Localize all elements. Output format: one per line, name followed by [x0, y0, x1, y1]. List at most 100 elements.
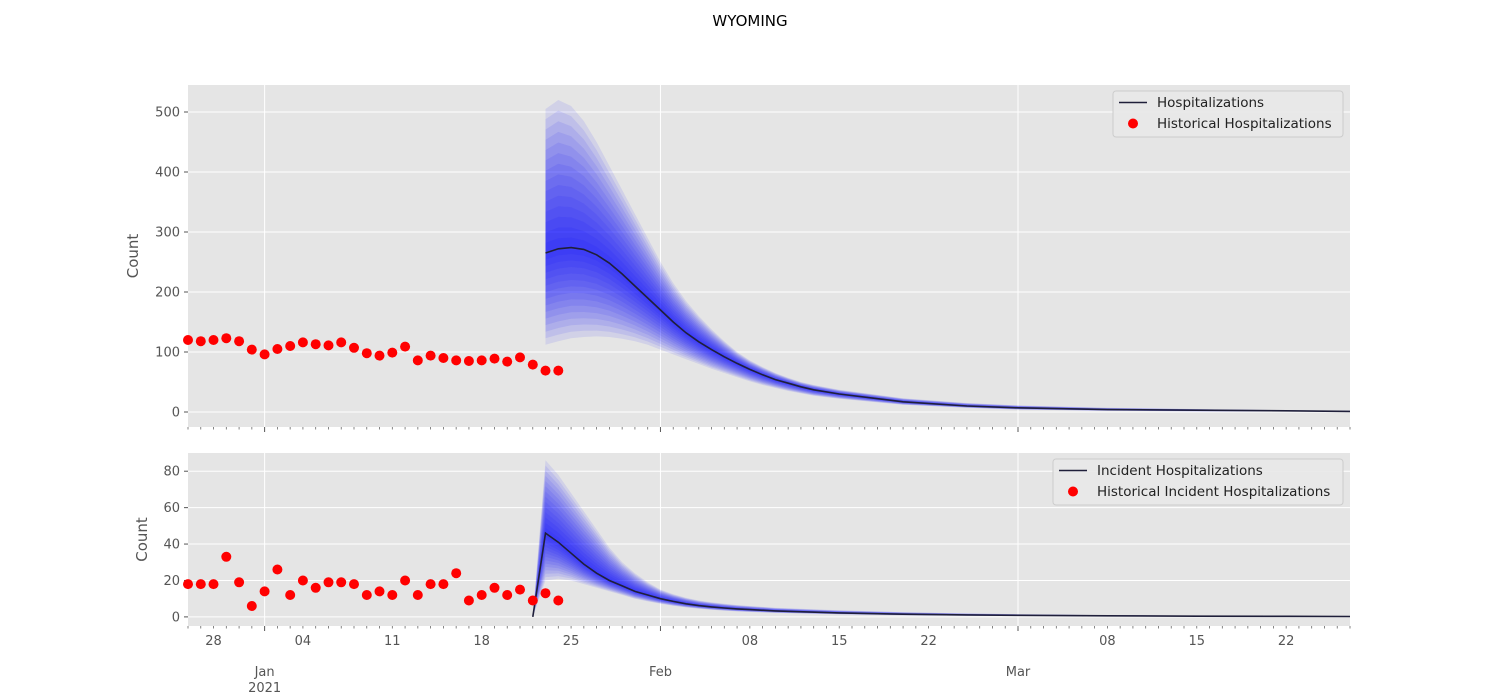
y-tick-label: 0 [172, 610, 180, 625]
historical-point [515, 584, 525, 595]
historical-point [336, 337, 347, 348]
historical-point [515, 352, 525, 363]
historical-point [272, 344, 283, 354]
legend-point-swatch [1068, 486, 1078, 497]
x-major-tick-label: Mar [1006, 665, 1031, 680]
x-tick-label: 11 [384, 634, 401, 649]
historical-point [246, 344, 257, 355]
historical-point [374, 586, 385, 597]
historical-point [310, 582, 321, 593]
y-tick-label: 20 [163, 574, 180, 589]
figure-title: WYOMING [712, 12, 787, 30]
x-tick-label: 15 [1188, 634, 1205, 649]
legend-point-swatch [1128, 118, 1138, 129]
historical-point [400, 575, 411, 586]
historical-point [234, 577, 245, 588]
y-tick-label: 80 [163, 465, 180, 480]
historical-point [361, 348, 372, 359]
x-major-tick-line: 2021 [248, 681, 281, 696]
historical-point [476, 355, 487, 366]
historical-point [463, 356, 474, 366]
legend-box [1052, 458, 1344, 506]
y-tick-label: 300 [155, 226, 180, 241]
historical-point [425, 350, 436, 361]
incident-hospitalizations-panel: 0 20 40 60 80 28 04 11 18 25 08 15 22 08 15 22 Jan 2021 Fe… [133, 453, 1351, 696]
median-line [545, 246, 1351, 413]
y-axis-label: Count [124, 234, 142, 279]
legend-label: Incident Hospitalizations [1097, 463, 1263, 479]
historical-point [540, 588, 551, 599]
legend-label: Historical Incident Hospitalizations [1097, 484, 1330, 500]
historical-point [246, 601, 257, 611]
historical-point [451, 568, 462, 579]
historical-point [349, 579, 359, 590]
historical-point [463, 595, 474, 606]
historical-point [400, 341, 411, 352]
historical-point [183, 579, 193, 590]
historical-point [374, 350, 385, 361]
historical-point [502, 356, 513, 367]
historical-point [183, 335, 193, 345]
historical-point [412, 590, 423, 600]
historical-point [489, 582, 500, 593]
historical-point [297, 337, 308, 348]
x-tick-label: 28 [205, 634, 222, 649]
historical-point [489, 353, 500, 364]
historical-point [285, 590, 296, 600]
x-tick-label: 22 [920, 634, 937, 649]
historical-point [221, 333, 232, 344]
historical-point [221, 551, 232, 562]
historical-point [297, 575, 308, 586]
historical-point [323, 577, 334, 588]
median-line [532, 531, 1351, 618]
historical-point [540, 365, 551, 376]
historical-point [527, 359, 538, 370]
historical-point [361, 590, 372, 600]
x-tick-label: 18 [473, 634, 490, 649]
historical-point [349, 342, 359, 353]
historical-point [553, 595, 564, 606]
historical-point [259, 349, 270, 360]
x-major-tick-line: Jan [254, 665, 275, 680]
x-tick-label: 22 [1278, 634, 1295, 649]
historical-point [336, 577, 347, 588]
historical-point [438, 579, 449, 590]
historical-point [438, 353, 449, 363]
y-tick-label: 200 [155, 286, 180, 301]
historical-point [553, 365, 564, 376]
y-tick-label: 0 [172, 406, 180, 421]
legend-label: Historical Hospitalizations [1157, 116, 1332, 132]
historical-point [195, 336, 206, 347]
historical-point [272, 564, 283, 575]
x-major-tick-line: Mar [1006, 665, 1031, 680]
legend-box [1112, 90, 1344, 138]
historical-point [451, 355, 462, 366]
historical-point [323, 340, 334, 351]
historical-point [234, 336, 245, 347]
x-tick-label: 25 [563, 634, 580, 649]
x-major-tick-label: Jan 2021 [248, 665, 281, 696]
legend-label: Hospitalizations [1157, 95, 1264, 111]
historical-point [285, 341, 296, 351]
historical-point [387, 347, 398, 358]
y-tick-label: 40 [163, 538, 180, 553]
x-tick-label: 04 [295, 634, 312, 649]
hospitalizations-panel: 0 100 200 300 400 500 Count Hospitalizations His… [124, 85, 1351, 432]
x-major-tick-label: Feb [649, 665, 672, 680]
y-tick-label: 500 [155, 106, 180, 121]
historical-point [208, 579, 219, 590]
historical-point [412, 355, 423, 366]
x-tick-label: 15 [831, 634, 848, 649]
x-major-tick-line: Feb [649, 665, 672, 680]
x-tick-label: 08 [1099, 634, 1116, 649]
x-tick-label: 08 [742, 634, 759, 649]
historical-point [425, 579, 436, 590]
historical-point [387, 590, 398, 600]
historical-point [527, 595, 538, 606]
historical-point [502, 590, 513, 600]
plot-area [188, 85, 1350, 427]
historical-point [195, 579, 206, 590]
y-tick-label: 100 [155, 346, 180, 361]
y-tick-label: 60 [163, 501, 180, 516]
